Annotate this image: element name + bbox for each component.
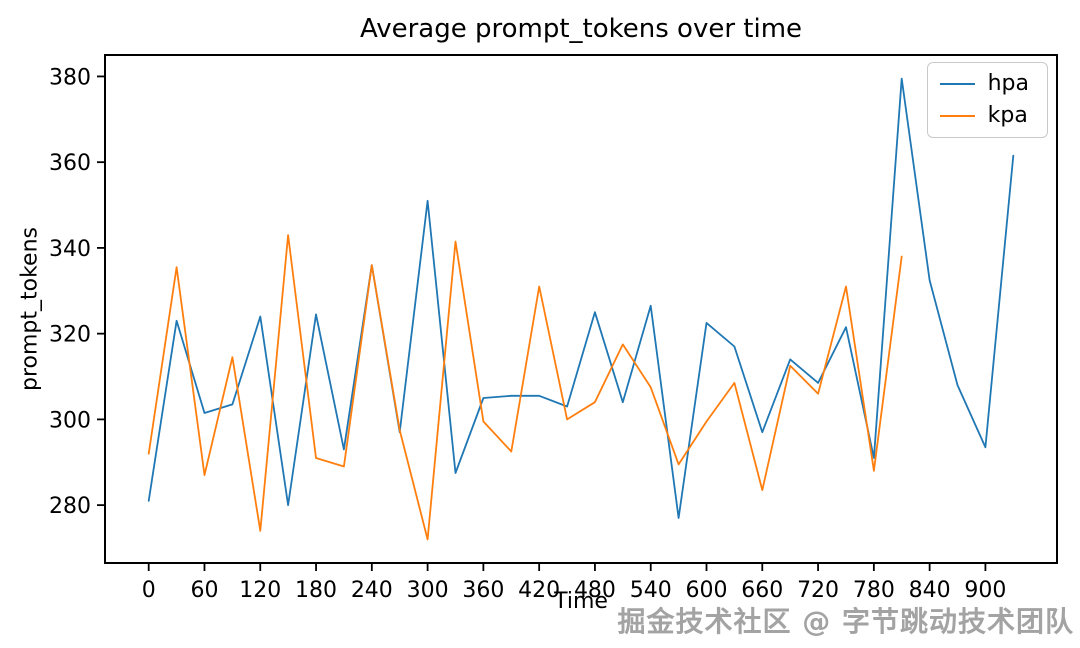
legend: hpa kpa <box>926 62 1048 138</box>
x-tick-label: 180 <box>295 578 337 603</box>
kpa-line-swatch <box>939 115 975 117</box>
x-tick-label: 120 <box>239 578 281 603</box>
legend-item-kpa: kpa <box>939 103 1029 128</box>
chart-title: Average prompt_tokens over time <box>359 14 803 44</box>
y-tick-label: 340 <box>49 237 91 262</box>
y-tick-label: 300 <box>49 408 91 433</box>
y-axis-label: prompt_tokens <box>17 227 43 391</box>
x-tick-label: 0 <box>142 578 156 603</box>
x-tick-label: 420 <box>518 578 560 603</box>
hpa-line-swatch <box>939 83 975 85</box>
x-tick-label: 900 <box>964 578 1006 603</box>
x-tick-label: 240 <box>351 578 393 603</box>
x-tick-label: 660 <box>741 578 783 603</box>
line-hpa <box>147 77 1015 519</box>
plot-frame <box>104 54 1058 564</box>
x-tick-label: 480 <box>574 578 616 603</box>
x-tick-label: 540 <box>630 578 672 603</box>
x-tick-label: 360 <box>462 578 504 603</box>
x-tick-label: 60 <box>190 578 218 603</box>
y-tick-label: 380 <box>49 65 91 90</box>
x-tick-label: 840 <box>909 578 951 603</box>
y-tick-label: 280 <box>49 494 91 519</box>
y-tick-label: 360 <box>49 151 91 176</box>
watermark: 掘金技术社区 @ 字节跳动技术团队 <box>617 605 1074 638</box>
legend-label-kpa: kpa <box>987 103 1028 128</box>
x-tick-label: 600 <box>686 578 728 603</box>
y-tick-label: 320 <box>49 323 91 348</box>
legend-label-hpa: hpa <box>987 71 1029 96</box>
line-kpa <box>147 234 903 541</box>
x-tick-label: 780 <box>853 578 895 603</box>
x-axis-label: Time <box>554 589 608 614</box>
x-tick-label: 300 <box>407 578 449 603</box>
legend-item-hpa: hpa <box>939 71 1029 96</box>
x-tick-label: 720 <box>797 578 839 603</box>
